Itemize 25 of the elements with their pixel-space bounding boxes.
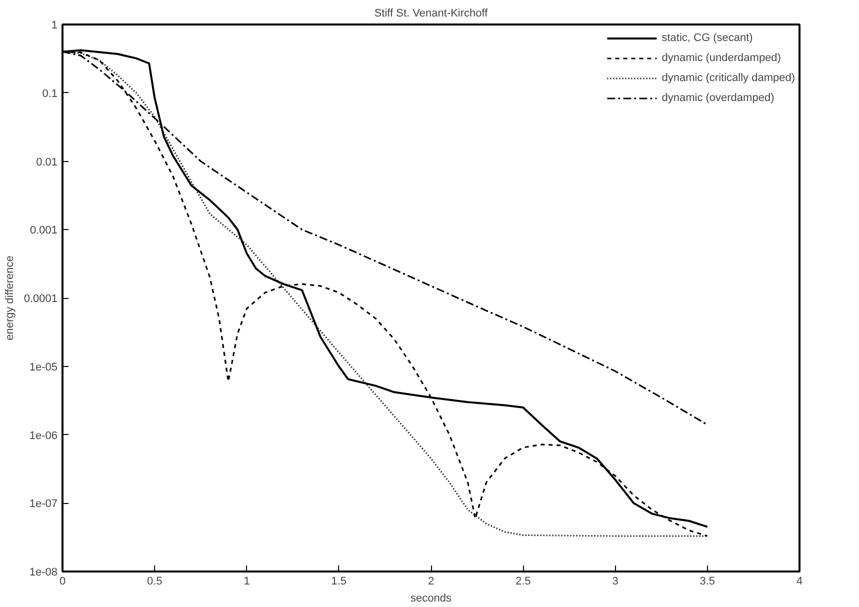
x-axis-title: seconds	[410, 592, 452, 604]
legend-label: dynamic (overdamped)	[662, 92, 774, 104]
legend-label: static, CG (secant)	[662, 32, 753, 44]
x-tick-label: 2.5	[515, 576, 531, 588]
y-tick-label: 0.1	[42, 88, 58, 100]
x-tick-label: 1	[244, 576, 250, 588]
chart-title: Stiff St. Venant-Kirchoff	[374, 8, 489, 20]
legend-label: dynamic (critically damped)	[662, 72, 795, 84]
x-tick-label: 0.5	[146, 576, 162, 588]
x-tick-label: 1.5	[331, 576, 347, 588]
x-tick-label: 2	[428, 576, 434, 588]
y-tick-label: 1e-08	[29, 566, 58, 578]
legend-label: dynamic (underdamped)	[662, 52, 781, 64]
x-tick-label: 0	[59, 576, 66, 588]
y-tick-label: 0.001	[30, 224, 58, 237]
y-tick-label: 0.0001	[24, 293, 58, 305]
y-tick-label: 1	[51, 20, 58, 32]
x-tick-label: 3.5	[700, 576, 716, 588]
y-tick-label: 1e-06	[29, 430, 58, 442]
y-axis-title: energy difference	[4, 256, 16, 340]
y-tick-label: 1e-05	[29, 361, 58, 374]
y-tick-label: 0.01	[36, 156, 58, 168]
y-tick-label: 1e-07	[29, 498, 58, 510]
x-tick-label: 4	[796, 576, 803, 588]
x-tick-label: 3	[612, 576, 618, 588]
